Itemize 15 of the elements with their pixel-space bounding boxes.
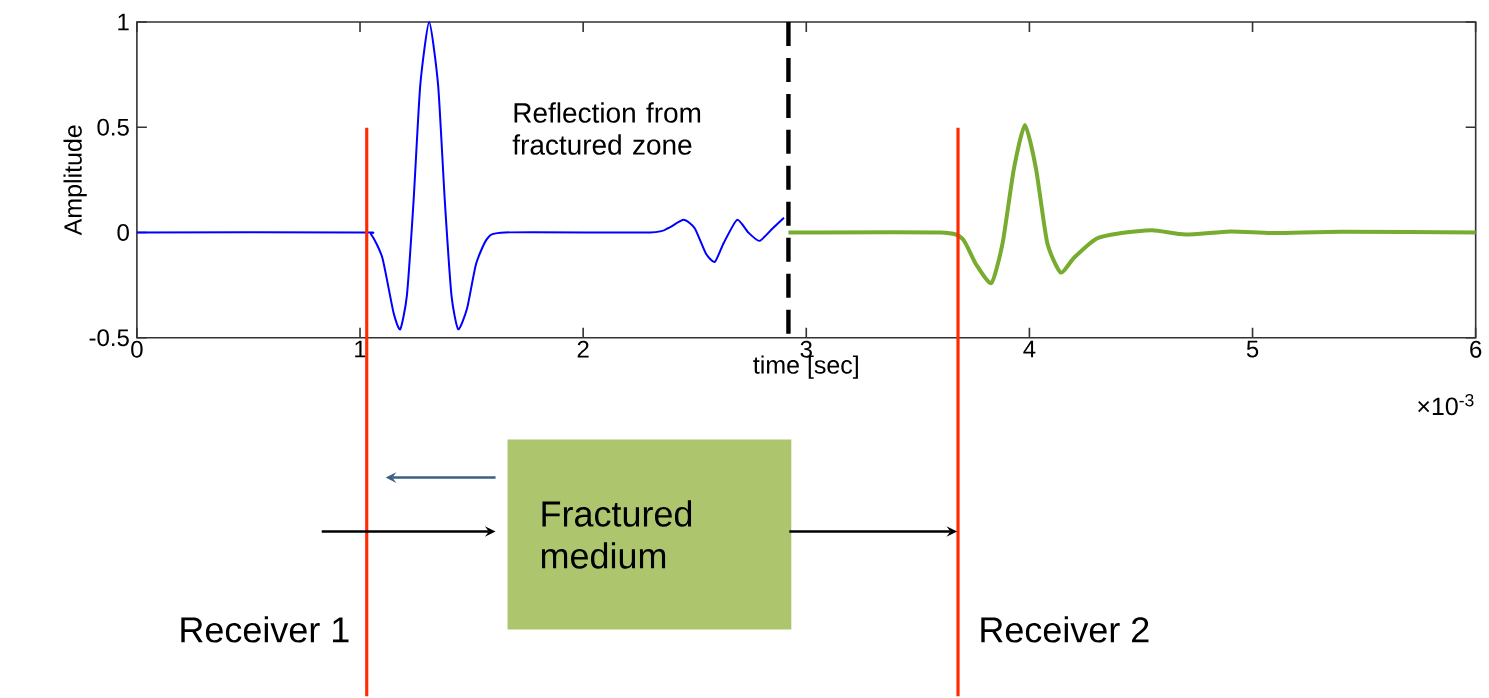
y-tick-label: 1 bbox=[118, 13, 129, 31]
text: ×10$^{-3}$ bbox=[1418, 394, 1474, 416]
x-tick-label: 5 bbox=[1246, 340, 1259, 358]
y-tick-label: -0.5 bbox=[89, 329, 129, 347]
ref-line-label: Receiver 1 bbox=[181, 616, 349, 643]
x-tick-label: 6 bbox=[1470, 340, 1482, 358]
x-tick-label: 4 bbox=[1023, 340, 1036, 358]
y-axis-title: Amplitude bbox=[63, 125, 87, 236]
ref-line-label: Reflection from fractured zone bbox=[512, 102, 701, 155]
ref-line-label: Receiver 2 bbox=[981, 616, 1149, 643]
x-tick-label: 0 bbox=[131, 340, 143, 358]
text: Fractured medium bbox=[541, 500, 692, 569]
x-tick-label: 2 bbox=[577, 340, 589, 358]
y-tick-label: 0.5 bbox=[97, 118, 129, 136]
y-tick-label: 0 bbox=[117, 223, 129, 241]
